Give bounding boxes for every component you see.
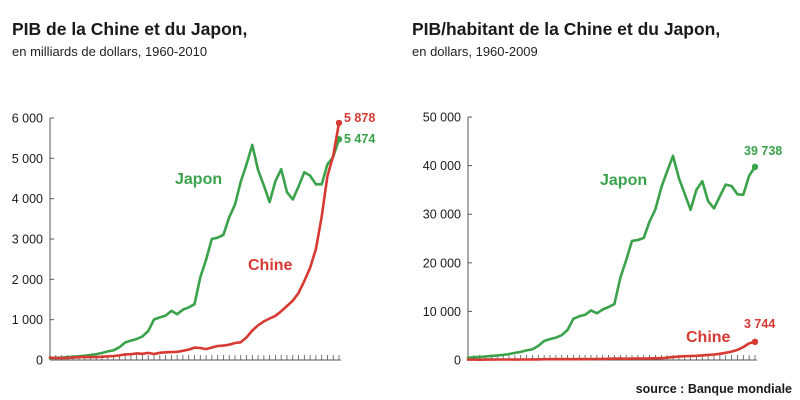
y-tick-label: 4 000 (12, 192, 43, 206)
series-end-marker (751, 163, 759, 171)
series-line-chine (48, 121, 341, 360)
series-line-japon (48, 137, 341, 360)
chart-subtitle: en milliards de dollars, 1960-2010 (12, 44, 208, 59)
y-tick-label: 10 000 (423, 305, 461, 319)
series-label: Japon (600, 172, 647, 189)
y-tick-label: 30 000 (423, 208, 461, 222)
end-value-label: 5 474 (344, 132, 375, 146)
end-value-label: 5 878 (344, 111, 375, 125)
y-tick-label: 5 000 (12, 152, 43, 166)
y-tick-label: 1 000 (12, 313, 43, 327)
chart-title: PIB/habitant de la Chine et du Japon, (412, 19, 721, 39)
series-line-japon (466, 154, 757, 360)
y-tick-label: 20 000 (423, 256, 461, 270)
series-end-marker (335, 119, 343, 127)
source-note: source : Banque mondiale (635, 382, 792, 396)
gdp-chart: 0 1 000 2 000 3 000 4 000 5 000 6 000 Japon 5 47… (12, 111, 376, 368)
y-tick-label: 0 (454, 354, 461, 368)
end-value-label: 39 738 (744, 144, 782, 158)
gdp-per-capita-chart: 0 10 000 20 000 30 000 40 000 50 000 Japon 39 7… (423, 111, 783, 368)
y-tick-label: 50 000 (423, 111, 461, 125)
gdp-per-capita-chart-panel: 0 10 000 20 000 30 000 40 000 50 000 Japon 39 7… (402, 0, 800, 380)
gdp-chart-panel: 0 1 000 2 000 3 000 4 000 5 000 6 000 Japon 5 47… (0, 0, 400, 380)
y-tick-label: 2 000 (12, 273, 43, 287)
end-value-label: 3 744 (744, 317, 775, 331)
series-end-marker (751, 338, 759, 346)
y-tick-label: 3 000 (12, 233, 43, 247)
y-tick-label: 6 000 (12, 112, 43, 126)
series-label: Chine (686, 329, 731, 346)
series-label: Japon (175, 171, 222, 188)
chart-subtitle: en dollars, 1960-2009 (412, 44, 538, 59)
series-label: Chine (248, 257, 293, 274)
series-line-chine (466, 340, 757, 362)
y-tick-label: 40 000 (423, 159, 461, 173)
chart-title: PIB de la Chine et du Japon, (12, 19, 248, 39)
y-tick-label: 0 (36, 354, 43, 368)
